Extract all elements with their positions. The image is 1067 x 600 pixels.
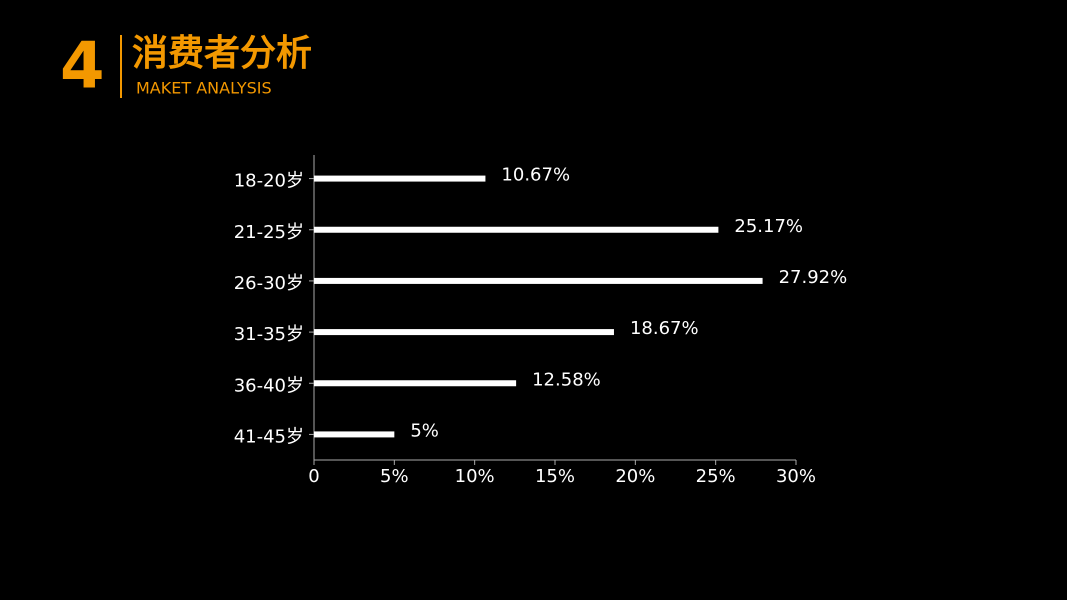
y-tick-label: 21-25岁 <box>234 222 304 243</box>
value-label: 5% <box>410 420 439 441</box>
bar <box>314 380 517 387</box>
value-label: 27.92% <box>779 267 848 288</box>
x-tick-label: 5% <box>380 466 409 487</box>
bar <box>314 175 486 182</box>
x-tick-label: 25% <box>696 466 736 487</box>
subtitle: MAKET ANALYSIS <box>136 79 272 98</box>
y-tick-label: 26-30岁 <box>234 273 304 294</box>
value-label: 12.58% <box>532 369 601 390</box>
value-label: 25.17% <box>734 216 803 237</box>
x-tick-label: 0 <box>308 466 319 487</box>
value-label: 10.67% <box>501 165 570 186</box>
y-tick-label: 36-40岁 <box>234 375 304 396</box>
bar <box>314 277 763 284</box>
value-label: 18.67% <box>630 318 699 339</box>
x-tick-label: 10% <box>455 466 495 487</box>
y-tick-label: 18-20岁 <box>234 171 304 192</box>
x-tick-label: 15% <box>535 466 575 487</box>
x-tick-label: 20% <box>615 466 655 487</box>
bar <box>314 329 614 336</box>
y-tick-label: 31-35岁 <box>234 324 304 345</box>
section-number: 4 <box>60 30 105 104</box>
title: 消费者分析 <box>132 33 312 74</box>
y-tick-label: 41-45岁 <box>234 426 304 447</box>
x-tick-label: 30% <box>776 466 816 487</box>
bar <box>314 431 395 438</box>
bar <box>314 226 719 233</box>
